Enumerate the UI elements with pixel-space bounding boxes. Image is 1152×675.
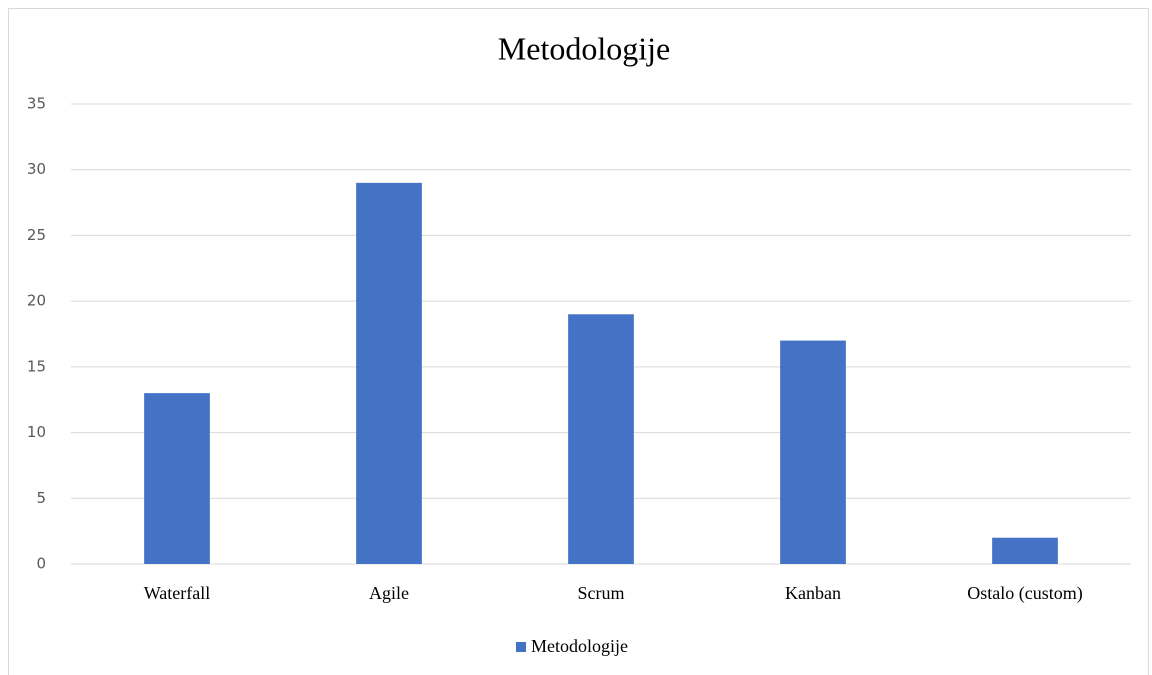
chart-border — [8, 8, 1149, 675]
bar — [144, 393, 210, 564]
x-tick-label: Ostalo (custom) — [967, 583, 1082, 604]
bar — [780, 340, 846, 564]
legend-swatch — [516, 642, 526, 652]
y-tick-label: 25 — [27, 226, 46, 244]
bar — [992, 537, 1058, 564]
y-tick-label: 15 — [27, 357, 46, 375]
x-tick-label: Agile — [369, 583, 409, 603]
y-tick-label: 5 — [36, 489, 46, 507]
y-tick-label: 30 — [27, 160, 46, 178]
x-tick-label: Kanban — [785, 583, 841, 603]
bar — [356, 182, 422, 564]
chart-title: Metodologije — [498, 30, 670, 66]
x-tick-label: Waterfall — [144, 583, 211, 603]
y-tick-label: 10 — [27, 423, 46, 441]
legend-label: Metodologije — [531, 636, 628, 656]
x-tick-label: Scrum — [578, 583, 625, 603]
y-tick-label: 0 — [36, 555, 46, 573]
y-tick-label: 20 — [27, 292, 46, 310]
y-tick-label: 35 — [27, 95, 46, 113]
bar — [568, 314, 634, 564]
